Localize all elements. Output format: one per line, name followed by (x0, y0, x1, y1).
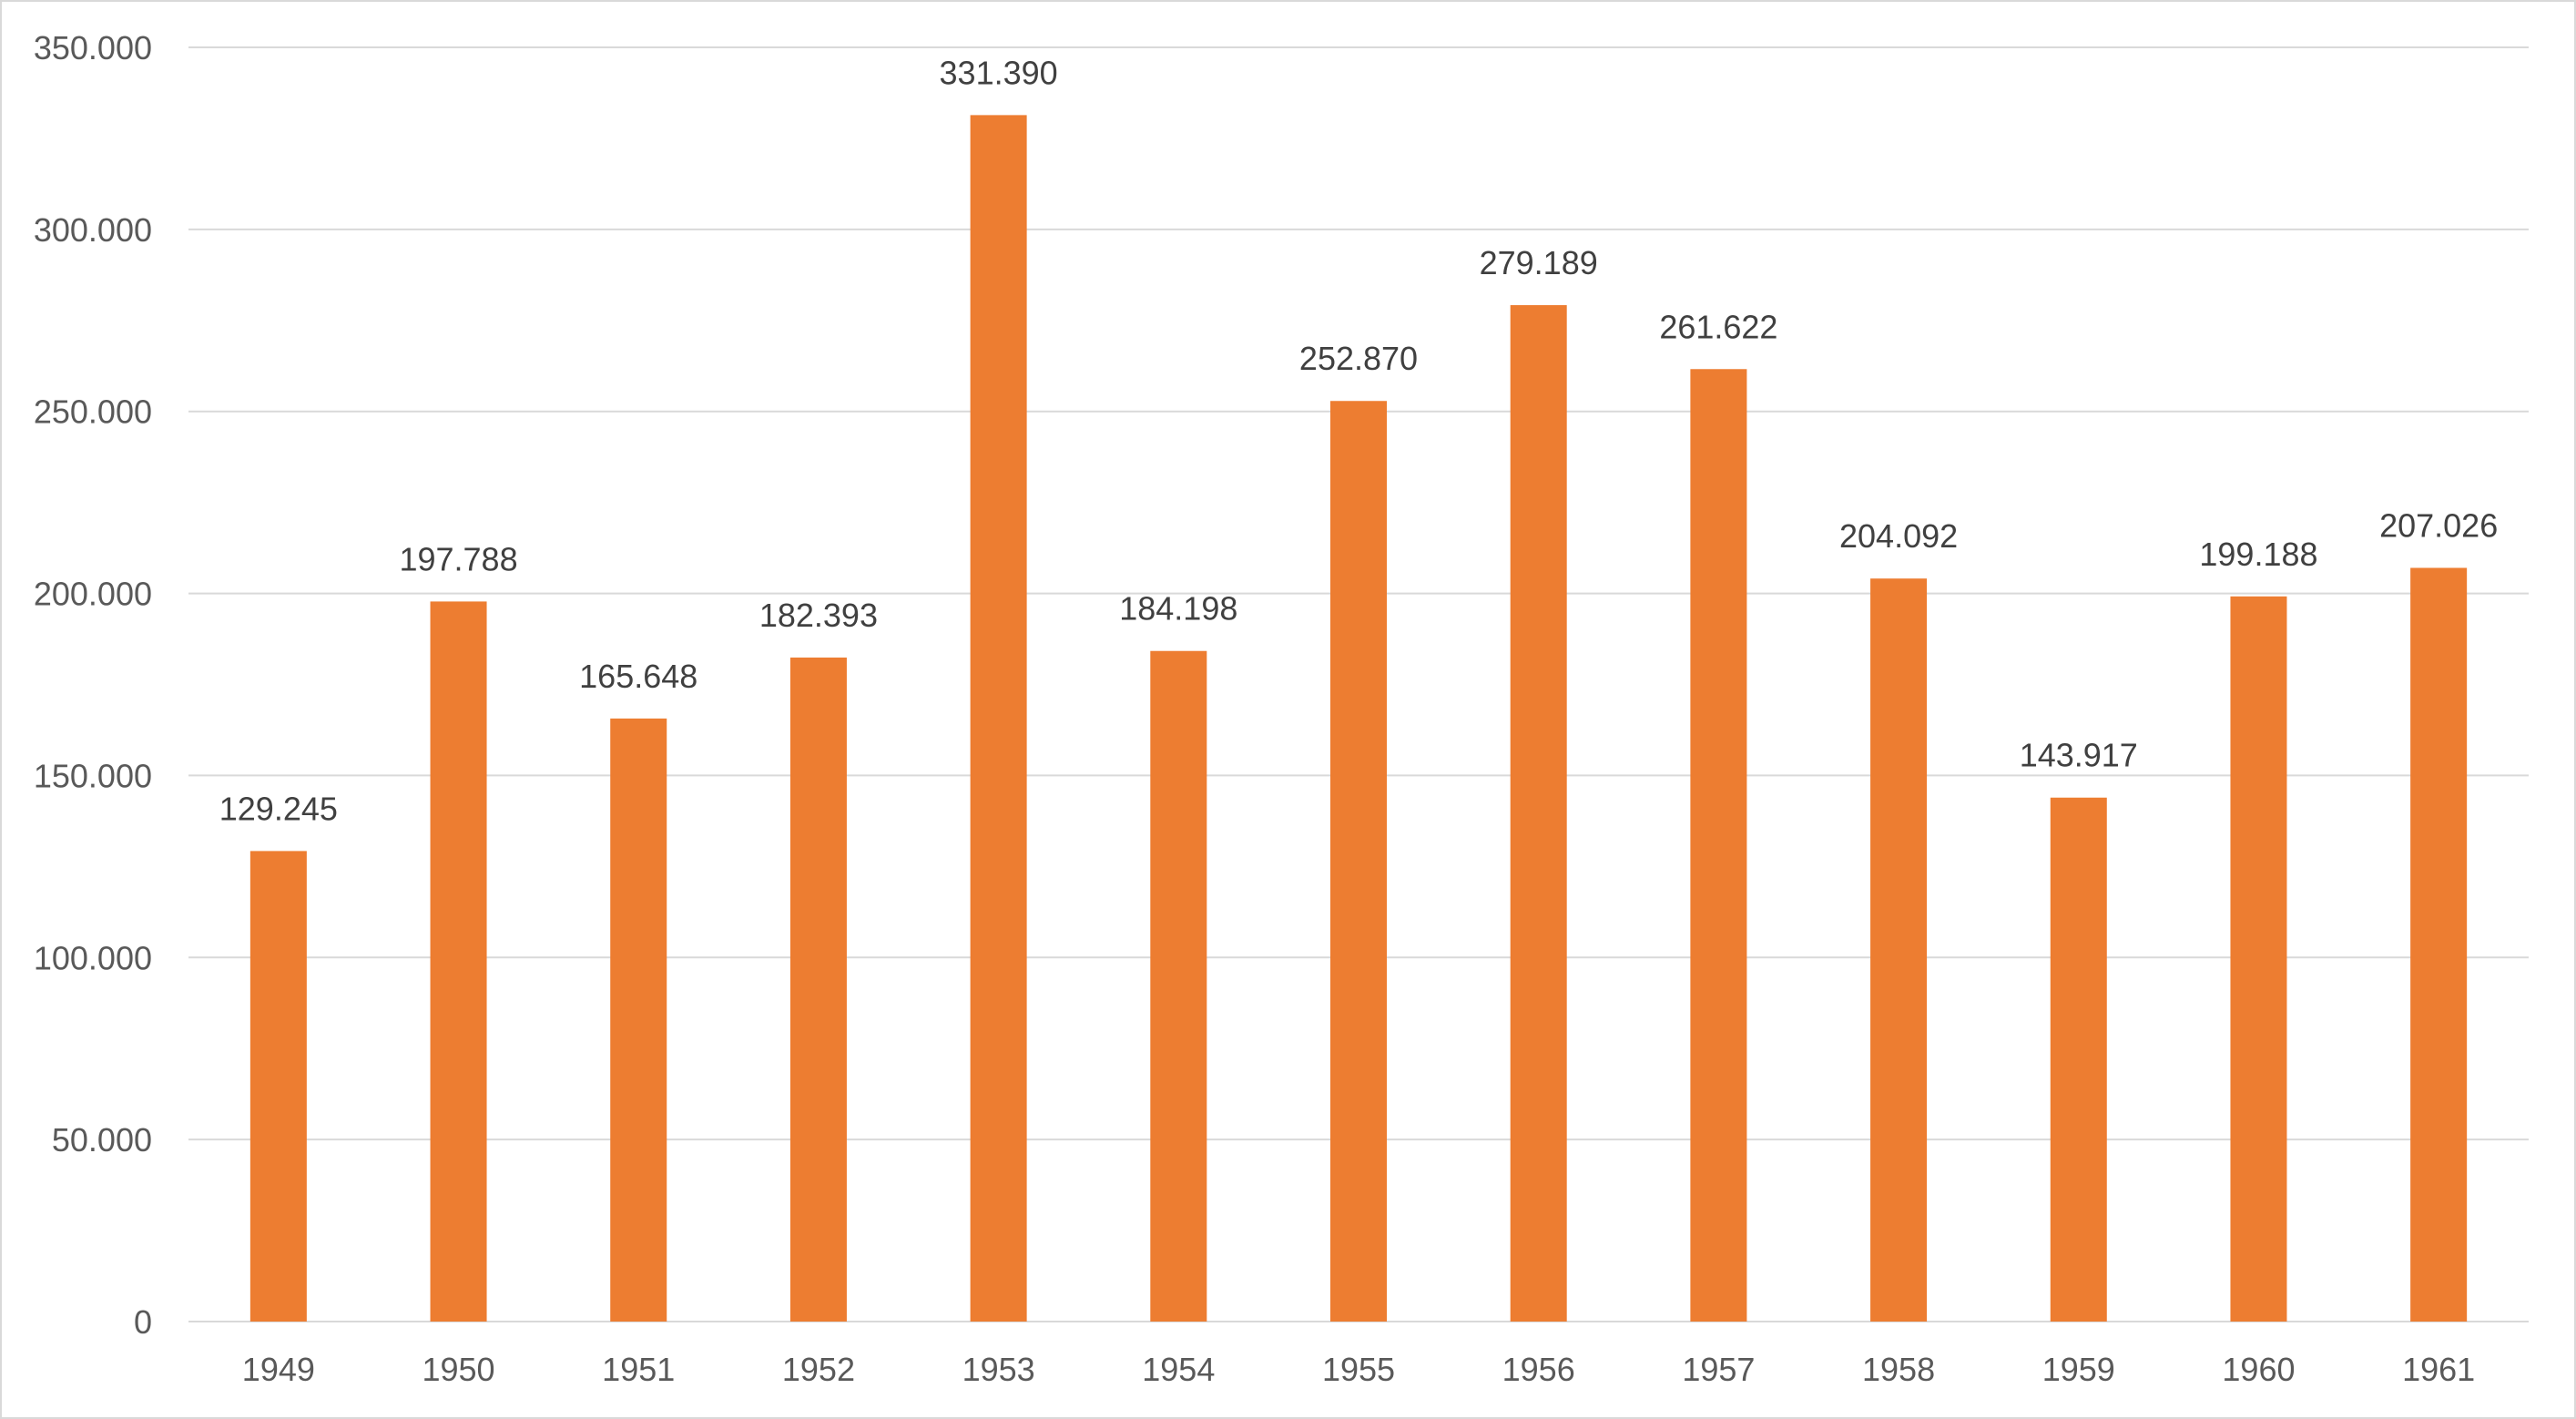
x-axis-tick-labels: 1949 1950 1951 1952 1953 1954 1955 1956 1957 1958… (242, 1351, 2475, 1388)
data-label: 182.393 (759, 597, 878, 634)
data-label: 279.189 (1480, 244, 1598, 281)
bar (610, 718, 667, 1322)
bar (2410, 567, 2468, 1322)
bar (249, 851, 307, 1322)
data-label: 165.648 (579, 658, 697, 695)
y-tick-label: 200.000 (34, 576, 152, 613)
y-tick-label: 100.000 (34, 939, 152, 976)
bar (2050, 797, 2107, 1322)
data-label: 199.188 (2199, 536, 2317, 573)
y-tick-label: 300.000 (34, 211, 152, 249)
data-labels: 129.245 197.788 165.648 182.393 331.390 184.1… (219, 54, 2498, 827)
y-axis-tick-labels: 0 50.000 100.000 150.000 200.000 250.000 300.0… (34, 29, 152, 1341)
y-tick-label: 150.000 (34, 757, 152, 794)
x-tick-label: 1961 (2402, 1351, 2475, 1388)
bar (2230, 596, 2287, 1322)
y-tick-label: 350.000 (34, 29, 152, 66)
bar (789, 657, 847, 1322)
data-label: 184.198 (1119, 590, 1237, 628)
x-tick-label: 1949 (242, 1351, 315, 1388)
bars (249, 115, 2468, 1322)
x-tick-label: 1960 (2222, 1351, 2295, 1388)
x-tick-label: 1951 (602, 1351, 675, 1388)
y-tick-label: 50.000 (52, 1121, 152, 1159)
x-tick-label: 1958 (1862, 1351, 1935, 1388)
data-label: 129.245 (219, 790, 338, 827)
bar (1690, 369, 1747, 1322)
x-tick-label: 1952 (782, 1351, 855, 1388)
x-tick-label: 1959 (2042, 1351, 2115, 1388)
bar (970, 115, 1027, 1322)
bar (1330, 401, 1387, 1322)
bar (1150, 650, 1207, 1322)
data-label: 143.917 (2020, 737, 2138, 774)
x-tick-label: 1955 (1322, 1351, 1395, 1388)
data-label: 197.788 (399, 540, 517, 577)
x-tick-label: 1950 (422, 1351, 494, 1388)
y-tick-label: 250.000 (34, 393, 152, 431)
data-label: 331.390 (940, 54, 1058, 91)
y-tick-label: 0 (134, 1303, 152, 1341)
data-label: 207.026 (2379, 506, 2498, 544)
data-label: 204.092 (1839, 517, 1958, 555)
data-label: 252.870 (1299, 340, 1418, 377)
bar (1870, 578, 1928, 1322)
x-tick-label: 1957 (1682, 1351, 1755, 1388)
bar (430, 601, 487, 1322)
x-tick-label: 1954 (1142, 1351, 1215, 1388)
x-tick-label: 1956 (1502, 1351, 1575, 1388)
data-label: 261.622 (1659, 308, 1777, 345)
x-tick-label: 1953 (962, 1351, 1035, 1388)
bar (1510, 305, 1567, 1322)
